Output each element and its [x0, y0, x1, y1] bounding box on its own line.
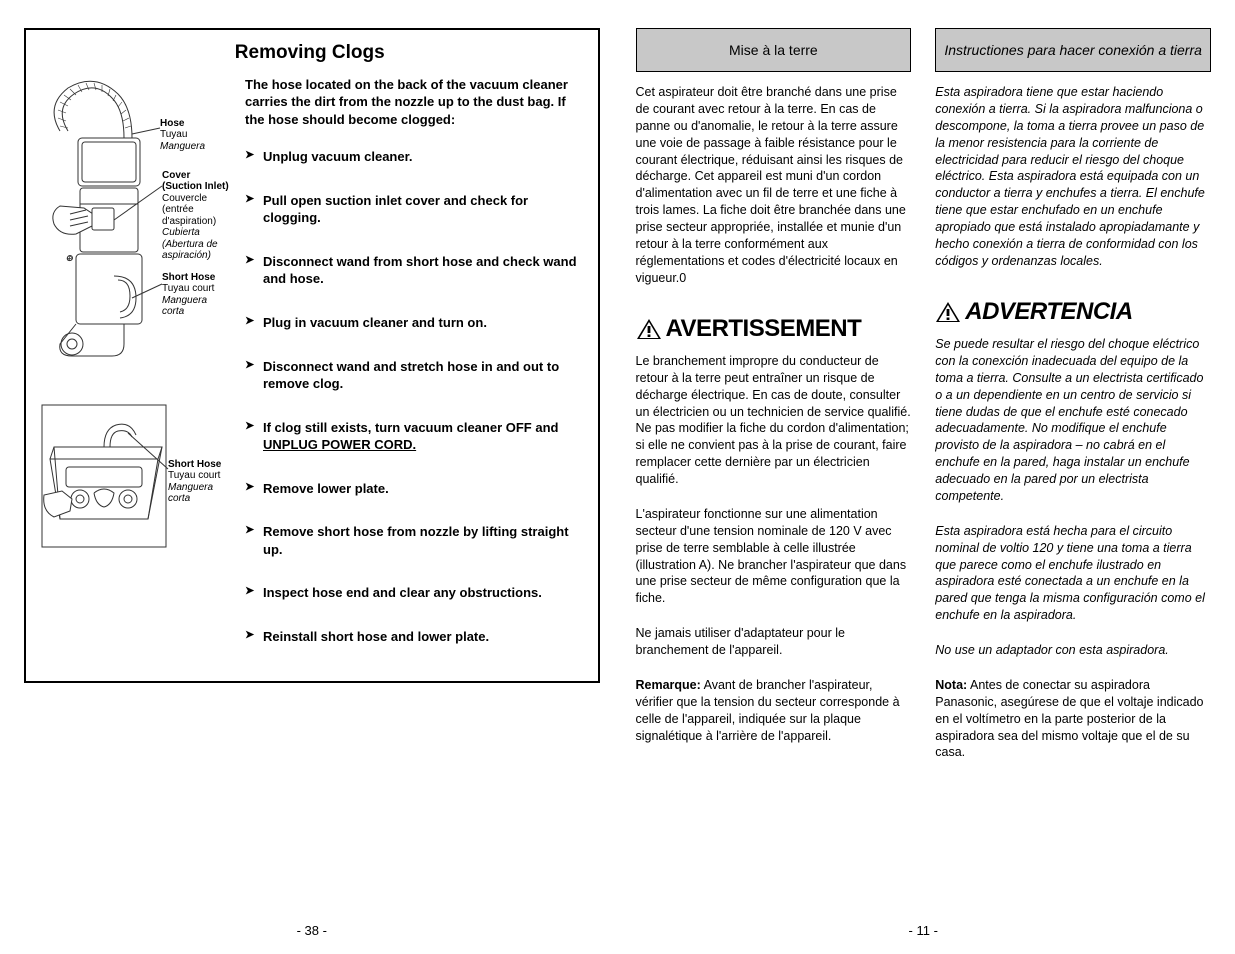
- spanish-column: Instructiones para hacer conexión a tier…: [935, 28, 1211, 779]
- step-8: Remove short hose from nozzle by lifting…: [245, 523, 580, 558]
- es-p2: Se puede resultar el riesgo del choque e…: [935, 336, 1211, 505]
- step-10: Reinstall short hose and lower plate.: [245, 628, 580, 646]
- fr-remarque: Remarque: Avant de brancher l'aspirateur…: [636, 677, 912, 745]
- callout-cover-fr: Couvercle(entréed'aspiration): [162, 193, 216, 227]
- callout-short-fr: Tuyau court: [162, 283, 214, 294]
- fr-p1: Cet aspirateur doit être branché dans un…: [636, 84, 912, 287]
- es-title: Instructiones para hacer conexión a tier…: [935, 28, 1211, 72]
- removing-clogs-section: Removing Clogs: [24, 28, 600, 683]
- svg-text:⊕: ⊕: [66, 254, 73, 263]
- es-p4: No use un adaptador con esta aspiradora.: [935, 642, 1211, 659]
- es-p3: Esta aspiradora está hecha para el circu…: [935, 523, 1211, 624]
- vacuum-bottom-diagram: Short Hose Tuyau court Mangueracorta: [40, 399, 235, 569]
- callout-hose: Hose Tuyau Manguera: [160, 118, 205, 153]
- warning-icon: [935, 301, 961, 323]
- step-3: Disconnect wand from short hose and chec…: [245, 253, 580, 288]
- fr-p3: L'aspirateur fonctionne sur une alimenta…: [636, 506, 912, 607]
- callout-short: Short Hose Tuyau court Mangueracorta: [162, 272, 215, 318]
- fr-p4: Ne jamais utiliser d'adaptateur pour le …: [636, 625, 912, 659]
- section-body: ⊕: [40, 76, 580, 672]
- callout-cover-en: Cover(Suction Inlet): [162, 170, 229, 193]
- callout-short-en: Short Hose: [162, 272, 215, 283]
- callout-cover-es: Cubierta(Abertura deaspiración): [162, 227, 218, 261]
- warning-icon: [636, 318, 662, 340]
- intro-text: The hose located on the back of the vacu…: [245, 76, 580, 129]
- es-warning-text: ADVERTENCIA: [965, 296, 1132, 328]
- fr-p2: Le branchement impropre du conducteur de…: [636, 353, 912, 488]
- step-6b: UNPLUG POWER CORD.: [263, 437, 416, 452]
- right-columns: Mise à la terre Cet aspirateur doit être…: [636, 28, 1212, 779]
- instructions-column: The hose located on the back of the vacu…: [245, 76, 580, 672]
- callout-short-es: Mangueracorta: [162, 295, 207, 318]
- callout-short2-en: Short Hose: [168, 459, 221, 470]
- step-1: Unplug vacuum cleaner.: [245, 148, 580, 166]
- step-6a: If clog still exists, turn vacuum cleane…: [263, 420, 558, 435]
- step-5: Disconnect wand and stretch hose in and …: [245, 358, 580, 393]
- es-nota-label: Nota:: [935, 678, 967, 692]
- vacuum-side-diagram: ⊕: [40, 76, 235, 371]
- fr-warning-header: AVERTISSEMENT: [636, 313, 912, 345]
- step-7: Remove lower plate.: [245, 480, 580, 498]
- callout-cover: Cover(Suction Inlet) Couvercle(entréed'a…: [162, 170, 229, 262]
- es-p1: Esta aspiradora tiene que estar haciendo…: [935, 84, 1211, 270]
- page-number-right: - 11 -: [636, 906, 1212, 944]
- fr-title: Mise à la terre: [636, 28, 912, 72]
- es-warning-header: ADVERTENCIA: [935, 296, 1211, 328]
- callout-short2: Short Hose Tuyau court Mangueracorta: [168, 459, 221, 505]
- step-2: Pull open suction inlet cover and check …: [245, 192, 580, 227]
- fr-warning-text: AVERTISSEMENT: [666, 313, 862, 345]
- page-11: Mise à la terre Cet aspirateur doit être…: [636, 28, 1212, 944]
- step-9: Inspect hose end and clear any obstructi…: [245, 584, 580, 602]
- section-title: Removing Clogs: [40, 40, 580, 66]
- diagram-column: ⊕: [40, 76, 235, 672]
- callout-short2-fr: Tuyau court: [168, 470, 220, 481]
- callout-hose-en: Hose: [160, 118, 184, 129]
- step-4: Plug in vacuum cleaner and turn on.: [245, 314, 580, 332]
- page-number-left: - 38 -: [24, 906, 600, 944]
- callout-hose-es: Manguera: [160, 141, 205, 152]
- fr-remarque-label: Remarque:: [636, 678, 701, 692]
- callout-hose-fr: Tuyau: [160, 129, 187, 140]
- step-6: If clog still exists, turn vacuum cleane…: [245, 419, 580, 454]
- es-nota-text: Antes de conectar su aspiradora Panasoni…: [935, 678, 1203, 760]
- french-column: Mise à la terre Cet aspirateur doit être…: [636, 28, 912, 779]
- page-38: Removing Clogs: [24, 28, 600, 944]
- es-nota: Nota: Antes de conectar su aspiradora Pa…: [935, 677, 1211, 761]
- callout-short2-es: Mangueracorta: [168, 482, 213, 505]
